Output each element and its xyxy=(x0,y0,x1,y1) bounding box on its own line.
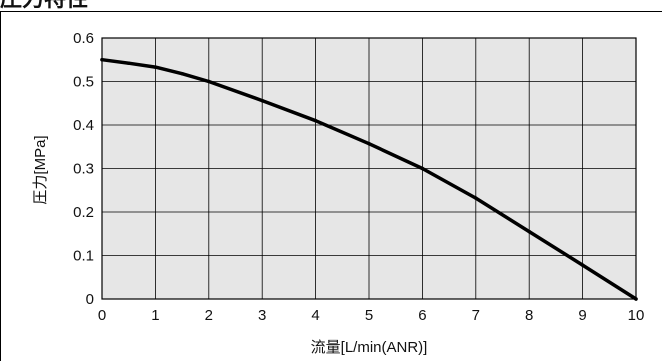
data-points xyxy=(100,58,638,301)
data-point xyxy=(527,229,531,234)
data-point xyxy=(260,98,264,103)
data-point xyxy=(153,65,158,69)
x-tick-labels: 0 1 2 3 4 5 6 7 8 9 10 xyxy=(98,307,645,324)
data-point xyxy=(313,118,318,123)
grid-lines xyxy=(101,37,637,300)
x-tick-label: 1 xyxy=(151,307,159,324)
y-tick-label: 0.5 xyxy=(73,74,94,91)
y-tick-labels: 0 0.1 0.2 0.3 0.4 0.5 0.6 xyxy=(73,30,94,308)
data-point xyxy=(207,79,211,84)
x-tick-label: 8 xyxy=(525,307,533,324)
data-point xyxy=(474,196,478,200)
x-axis-label: 流量[L/min(ANR)] xyxy=(311,339,428,356)
x-tick-label: 10 xyxy=(628,307,645,324)
y-tick-label: 0.3 xyxy=(73,161,94,178)
data-point xyxy=(127,61,131,65)
x-tick-label: 0 xyxy=(98,307,106,324)
x-tick-label: 6 xyxy=(418,307,426,324)
y-tick-label: 0.2 xyxy=(73,204,94,221)
x-tick-label: 7 xyxy=(472,307,480,324)
x-tick-label: 4 xyxy=(311,307,319,324)
data-point xyxy=(180,71,184,76)
data-point xyxy=(100,58,104,62)
chart-frame xyxy=(0,11,662,361)
x-tick-label: 3 xyxy=(258,307,266,324)
x-tick-label: 5 xyxy=(365,307,373,324)
data-point xyxy=(580,263,585,267)
data-point xyxy=(367,142,371,146)
x-tick-label: 9 xyxy=(578,307,586,324)
page-title: 圧力特性 xyxy=(0,0,88,10)
y-axis-label: 圧力[MPa] xyxy=(32,135,49,204)
data-point xyxy=(634,297,638,301)
data-point xyxy=(420,166,425,171)
x-tick-label: 2 xyxy=(205,307,213,324)
y-tick-label: 0 xyxy=(86,291,94,308)
y-tick-label: 0.4 xyxy=(73,117,94,134)
y-tick-label: 0.6 xyxy=(73,30,94,47)
y-tick-label: 0.1 xyxy=(73,248,94,265)
